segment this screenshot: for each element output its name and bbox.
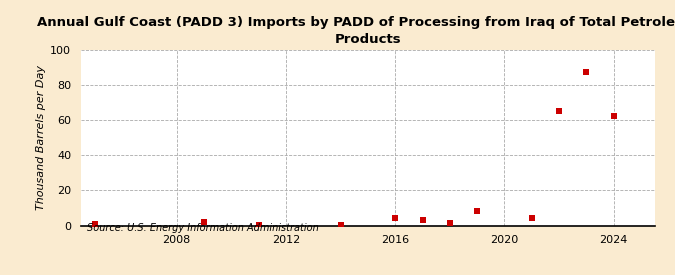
Point [198,220,209,224]
Y-axis label: Thousand Barrels per Day: Thousand Barrels per Day [36,65,46,210]
Point [444,221,455,225]
Text: Source: U.S. Energy Information Administration: Source: U.S. Energy Information Administ… [86,222,319,233]
Point [608,114,619,119]
Point [253,222,264,227]
Point [389,216,400,221]
Point [417,218,428,222]
Point [89,222,100,226]
Point [554,109,564,113]
Point [335,222,346,227]
Point [472,209,483,214]
Point [526,216,537,221]
Title: Annual Gulf Coast (PADD 3) Imports by PADD of Processing from Iraq of Total Petr: Annual Gulf Coast (PADD 3) Imports by PA… [37,16,675,46]
Point [581,70,592,75]
